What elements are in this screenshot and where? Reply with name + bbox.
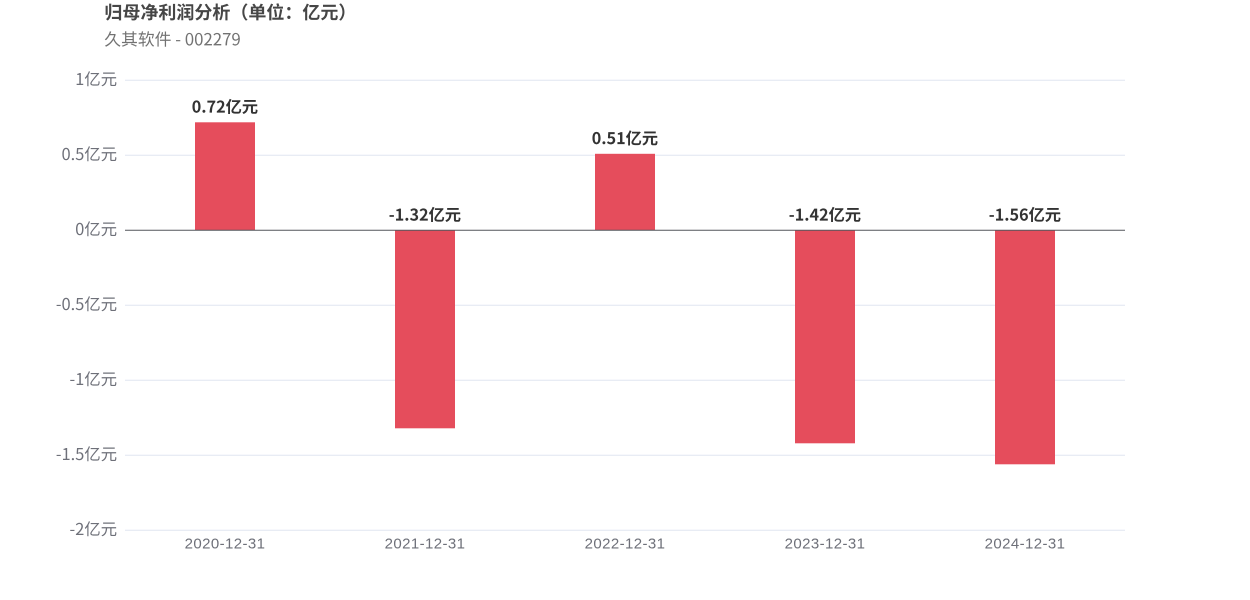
svg-text:2021-12-31: 2021-12-31 bbox=[385, 536, 466, 553]
svg-text:2020-12-31: 2020-12-31 bbox=[185, 536, 266, 553]
svg-text:2024-12-31: 2024-12-31 bbox=[985, 536, 1066, 553]
svg-text:2023-12-31: 2023-12-31 bbox=[785, 536, 866, 553]
svg-text:2022-12-31: 2022-12-31 bbox=[585, 536, 666, 553]
